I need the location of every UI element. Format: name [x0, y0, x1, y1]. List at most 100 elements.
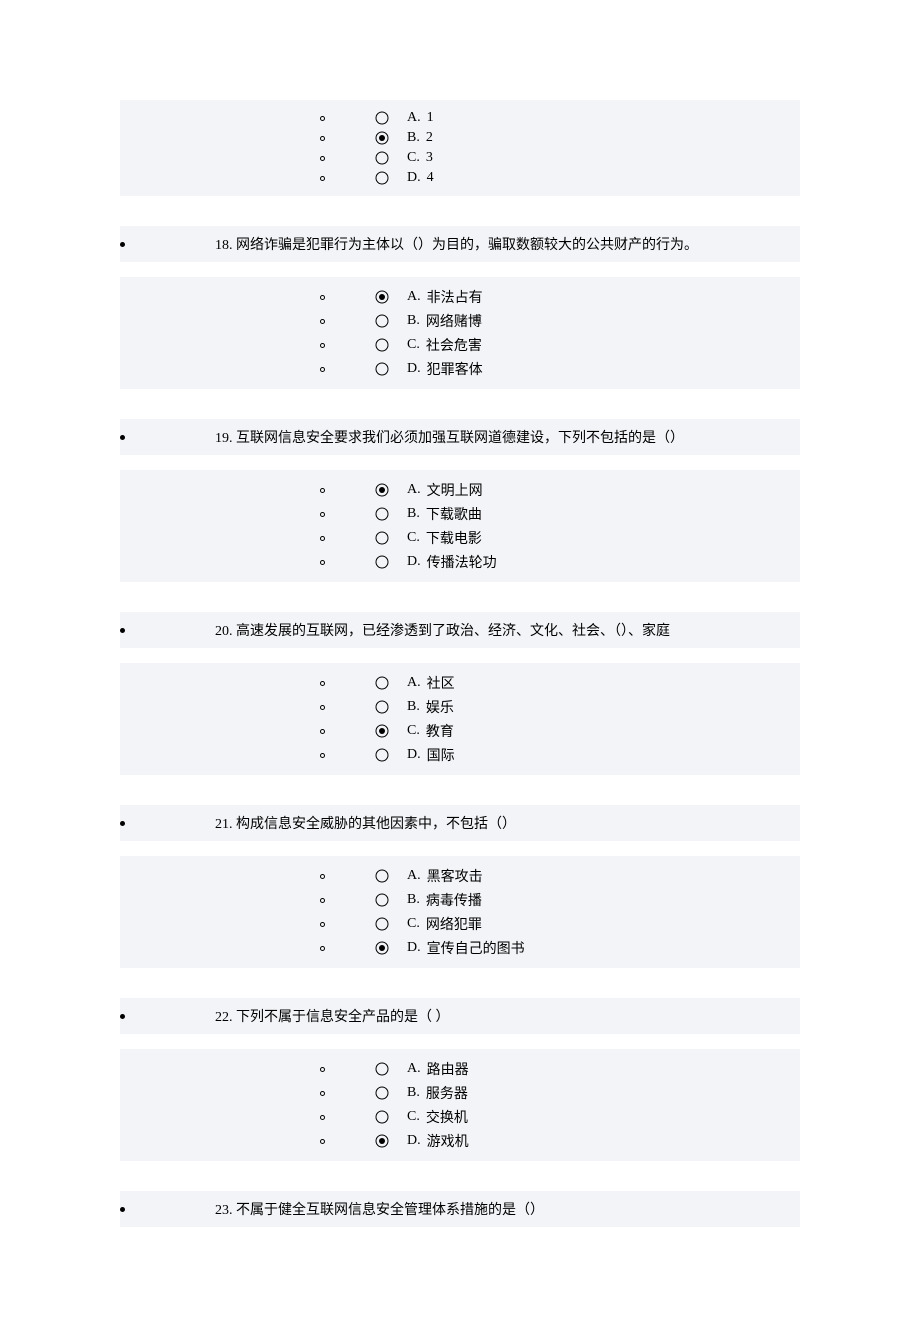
- radio-selected-icon[interactable]: [375, 724, 389, 738]
- option-letter: D.: [407, 747, 421, 763]
- hollow-bullet-icon: [320, 898, 325, 903]
- option-label: 娱乐: [426, 697, 454, 717]
- radio-unselected-icon[interactable]: [375, 171, 389, 185]
- question-header: 22. 下列不属于信息安全产品的是（ ）: [120, 998, 800, 1034]
- hollow-bullet-icon: [320, 1139, 325, 1144]
- hollow-bullet-icon: [320, 319, 325, 324]
- option-letter: B.: [407, 699, 420, 715]
- hollow-bullet-icon: [320, 488, 325, 493]
- option-letter: B.: [407, 506, 420, 522]
- question-text: 21. 构成信息安全威胁的其他因素中，不包括（）: [215, 813, 800, 833]
- hollow-bullet-icon: [320, 1067, 325, 1072]
- option-letter: D.: [407, 554, 421, 570]
- option-letter: B.: [407, 313, 420, 329]
- radio-selected-icon[interactable]: [375, 131, 389, 145]
- option-row: A.文明上网: [120, 478, 800, 502]
- option-letter: B.: [407, 892, 420, 908]
- bullet-icon: [120, 242, 125, 247]
- question-text: 19. 互联网信息安全要求我们必须加强互联网道德建设，下列不包括的是（）: [215, 427, 800, 447]
- hollow-bullet-icon: [320, 367, 325, 372]
- option-label: 游戏机: [427, 1131, 469, 1151]
- option-letter: B.: [407, 130, 420, 146]
- option-row: B. 病毒传播: [120, 888, 800, 912]
- radio-unselected-icon[interactable]: [375, 748, 389, 762]
- options-block: A.黑客攻击B.病毒传播C.网络犯罪D.宣传自己的图书: [120, 856, 800, 968]
- option-label: 社区: [427, 673, 455, 693]
- hollow-bullet-icon: [320, 681, 325, 686]
- bullet-icon: [120, 821, 125, 826]
- hollow-bullet-icon: [320, 343, 325, 348]
- option-row: B. 下载歌曲: [120, 502, 800, 526]
- option-row: B.网络赌博: [120, 309, 800, 333]
- option-row: C. 交换机: [120, 1105, 800, 1129]
- option-label: 交换机: [426, 1107, 468, 1127]
- option-row: C.网络犯罪: [120, 912, 800, 936]
- option-label: 下载歌曲: [426, 504, 482, 524]
- option-letter: A.: [407, 1061, 421, 1077]
- option-row: D.游戏机: [120, 1129, 800, 1153]
- radio-unselected-icon[interactable]: [375, 111, 389, 125]
- hollow-bullet-icon: [320, 922, 325, 927]
- radio-selected-icon[interactable]: [375, 1134, 389, 1148]
- question-text: 23. 不属于健全互联网信息安全管理体系措施的是（）: [215, 1199, 800, 1219]
- question-header: 21. 构成信息安全威胁的其他因素中，不包括（）: [120, 805, 800, 841]
- radio-unselected-icon[interactable]: [375, 1086, 389, 1100]
- radio-unselected-icon[interactable]: [375, 869, 389, 883]
- option-letter: C.: [407, 530, 420, 546]
- radio-selected-icon[interactable]: [375, 290, 389, 304]
- radio-unselected-icon[interactable]: [375, 362, 389, 376]
- option-row: B. 娱乐: [120, 695, 800, 719]
- option-row: D. 宣传自己的图书: [120, 936, 800, 960]
- radio-unselected-icon[interactable]: [375, 151, 389, 165]
- radio-unselected-icon[interactable]: [375, 700, 389, 714]
- hollow-bullet-icon: [320, 136, 325, 141]
- option-label: 病毒传播: [426, 890, 482, 910]
- option-row: C. 下载电影: [120, 526, 800, 550]
- option-label: 非法占有: [427, 287, 483, 307]
- radio-unselected-icon[interactable]: [375, 676, 389, 690]
- option-letter: C.: [407, 150, 420, 166]
- question-text: 22. 下列不属于信息安全产品的是（ ）: [215, 1006, 800, 1026]
- bullet-icon: [120, 1207, 125, 1212]
- option-letter: D.: [407, 940, 421, 956]
- question-header: 18. 网络诈骗是犯罪行为主体以（）为目的，骗取数额较大的公共财产的行为。: [120, 226, 800, 262]
- option-row: A.社区: [120, 671, 800, 695]
- radio-unselected-icon[interactable]: [375, 1062, 389, 1076]
- radio-unselected-icon[interactable]: [375, 1110, 389, 1124]
- hollow-bullet-icon: [320, 536, 325, 541]
- radio-unselected-icon[interactable]: [375, 507, 389, 521]
- hollow-bullet-icon: [320, 729, 325, 734]
- radio-selected-icon[interactable]: [375, 941, 389, 955]
- hollow-bullet-icon: [320, 753, 325, 758]
- option-label: 路由器: [427, 1059, 469, 1079]
- option-letter: C.: [407, 1109, 420, 1125]
- options-block: A.社区B.娱乐C.教育D.国际: [120, 663, 800, 775]
- option-letter: C.: [407, 723, 420, 739]
- option-label: 社会危害: [426, 335, 482, 355]
- radio-unselected-icon[interactable]: [375, 338, 389, 352]
- radio-unselected-icon[interactable]: [375, 917, 389, 931]
- radio-unselected-icon[interactable]: [375, 555, 389, 569]
- hollow-bullet-icon: [320, 705, 325, 710]
- radio-unselected-icon[interactable]: [375, 893, 389, 907]
- question-text: 20. 高速发展的互联网，已经渗透到了政治、经济、文化、社会、（）、家庭: [215, 620, 800, 640]
- options-block: A.文明上网B.下载歌曲C.下载电影D.传播法轮功: [120, 470, 800, 582]
- radio-selected-icon[interactable]: [375, 483, 389, 497]
- hollow-bullet-icon: [320, 1091, 325, 1096]
- option-row: D. 4: [120, 168, 800, 188]
- option-letter: D.: [407, 170, 421, 186]
- option-label: 宣传自己的图书: [427, 938, 525, 958]
- option-row: A.1: [120, 108, 800, 128]
- radio-unselected-icon[interactable]: [375, 314, 389, 328]
- option-row: B.服务器: [120, 1081, 800, 1105]
- option-row: D.国际: [120, 743, 800, 767]
- options-block: A. 路由器B.服务器 C. 交换机D.游戏机: [120, 1049, 800, 1161]
- option-row: A.非法占有: [120, 285, 800, 309]
- option-label: 4: [427, 170, 434, 186]
- hollow-bullet-icon: [320, 176, 325, 181]
- option-letter: A.: [407, 868, 421, 884]
- option-row: C.社会危害: [120, 333, 800, 357]
- option-label: 下载电影: [426, 528, 482, 548]
- option-letter: A.: [407, 110, 421, 126]
- radio-unselected-icon[interactable]: [375, 531, 389, 545]
